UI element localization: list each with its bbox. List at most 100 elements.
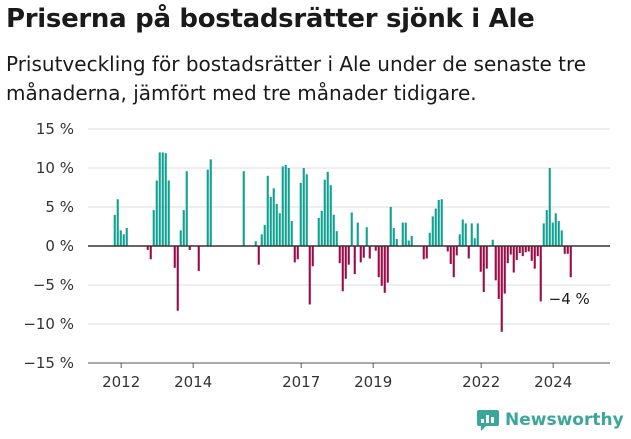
bar-positive (152, 210, 155, 246)
bar-negative (311, 246, 314, 267)
bar-positive (545, 210, 548, 246)
bar-negative (563, 246, 566, 254)
y-axis-ticks: 15 % 10 % 5 % 0 % −5 % −10 % −15 % (23, 120, 74, 372)
bar-positive (317, 217, 320, 246)
bar-negative (449, 246, 452, 264)
bar-positive (320, 210, 323, 246)
bar-negative (197, 246, 200, 271)
latest-value-annotation: −4 % (549, 290, 590, 308)
bar-positive (440, 199, 443, 246)
bar-negative (524, 246, 527, 253)
bar-negative (257, 246, 260, 265)
bar-negative (533, 246, 536, 269)
bar-negative (536, 246, 539, 257)
bar-negative (518, 246, 521, 254)
bar-positive (290, 221, 293, 246)
bar-negative (515, 246, 518, 261)
bar-positive (464, 223, 467, 246)
bar-positive (473, 238, 476, 246)
bar-positive (431, 216, 434, 246)
bar-negative (188, 246, 191, 250)
bar-positive (470, 223, 473, 246)
bar-negative (569, 246, 572, 278)
bar-positive (263, 224, 266, 246)
bar-negative (362, 246, 365, 258)
newsworthy-logo[interactable]: Newsworthy (476, 408, 624, 432)
bar-positive (269, 196, 272, 246)
bar-negative (485, 246, 488, 269)
bar-negative (374, 246, 377, 251)
bar-negative (359, 246, 362, 263)
y-tick-label: −5 % (33, 276, 74, 294)
bar-negative (497, 246, 500, 300)
bar-negative (149, 246, 152, 260)
brand-name: Newsworthy (505, 410, 624, 430)
bar-positive (272, 188, 275, 246)
bar-positive (158, 152, 161, 246)
y-tick-label: −15 % (23, 354, 74, 372)
bar-negative (467, 246, 470, 259)
bar-negative (308, 246, 311, 305)
bar-positive (326, 171, 329, 246)
bar-negative (176, 246, 179, 311)
bar-negative (452, 246, 455, 278)
bar-positive (260, 234, 263, 246)
bar-negative (383, 246, 386, 293)
y-tick-label: 15 % (36, 120, 74, 138)
bar-negative (500, 246, 503, 332)
bar-negative (353, 246, 356, 275)
bar-positive (155, 180, 158, 246)
bar-positive (209, 159, 212, 246)
bar-negative (377, 246, 380, 278)
bar-positive (332, 214, 335, 246)
bar-negative (422, 246, 425, 260)
bar-negative (425, 246, 428, 259)
bar-positive (281, 166, 284, 246)
bar-positive (548, 168, 551, 246)
y-tick-label: −10 % (23, 315, 74, 333)
bar-positive (287, 168, 290, 246)
x-tick-label: 2014 (174, 373, 212, 391)
bar-positive (122, 234, 125, 246)
bar-positive (119, 230, 122, 246)
y-tick-label: 10 % (36, 159, 74, 177)
bar-positive (335, 231, 338, 246)
bar-positive (302, 168, 305, 246)
bar-positive (542, 223, 545, 246)
chart-title: Priserna på bostadsrätter sjönk i Ale (6, 4, 535, 34)
bar-positive (284, 164, 287, 246)
bar-negative (146, 246, 149, 250)
x-tick-label: 2019 (354, 373, 392, 391)
bar-positive (434, 208, 437, 246)
bar-series (113, 152, 572, 332)
bar-positive (305, 174, 308, 246)
bar-positive (254, 241, 257, 246)
newsworthy-logo-icon (477, 410, 499, 431)
bar-negative (446, 246, 449, 252)
bar-positive (113, 214, 116, 246)
bar-negative (338, 246, 341, 264)
bar-positive (392, 228, 395, 246)
bar-positive (551, 222, 554, 246)
bar-negative (506, 246, 509, 264)
bar-negative (512, 246, 515, 273)
bar-positive (185, 171, 188, 246)
bar-positive (476, 223, 479, 246)
chart-subtitle: Prisutveckling för bostadsrätter i Ale u… (6, 52, 587, 105)
bar-positive (167, 180, 170, 246)
bar-positive (560, 230, 563, 246)
bar-positive (323, 179, 326, 246)
bar-negative (509, 246, 512, 255)
bar-positive (428, 232, 431, 246)
bar-negative (347, 246, 350, 265)
bar-positive (356, 222, 359, 246)
bar-positive (278, 213, 281, 246)
bar-negative (494, 246, 497, 281)
bar-positive (179, 230, 182, 246)
bar-positive (458, 234, 461, 246)
x-tick-label: 2017 (282, 373, 320, 391)
bar-negative (386, 246, 389, 283)
bar-negative (368, 246, 371, 259)
bar-negative (173, 246, 176, 268)
